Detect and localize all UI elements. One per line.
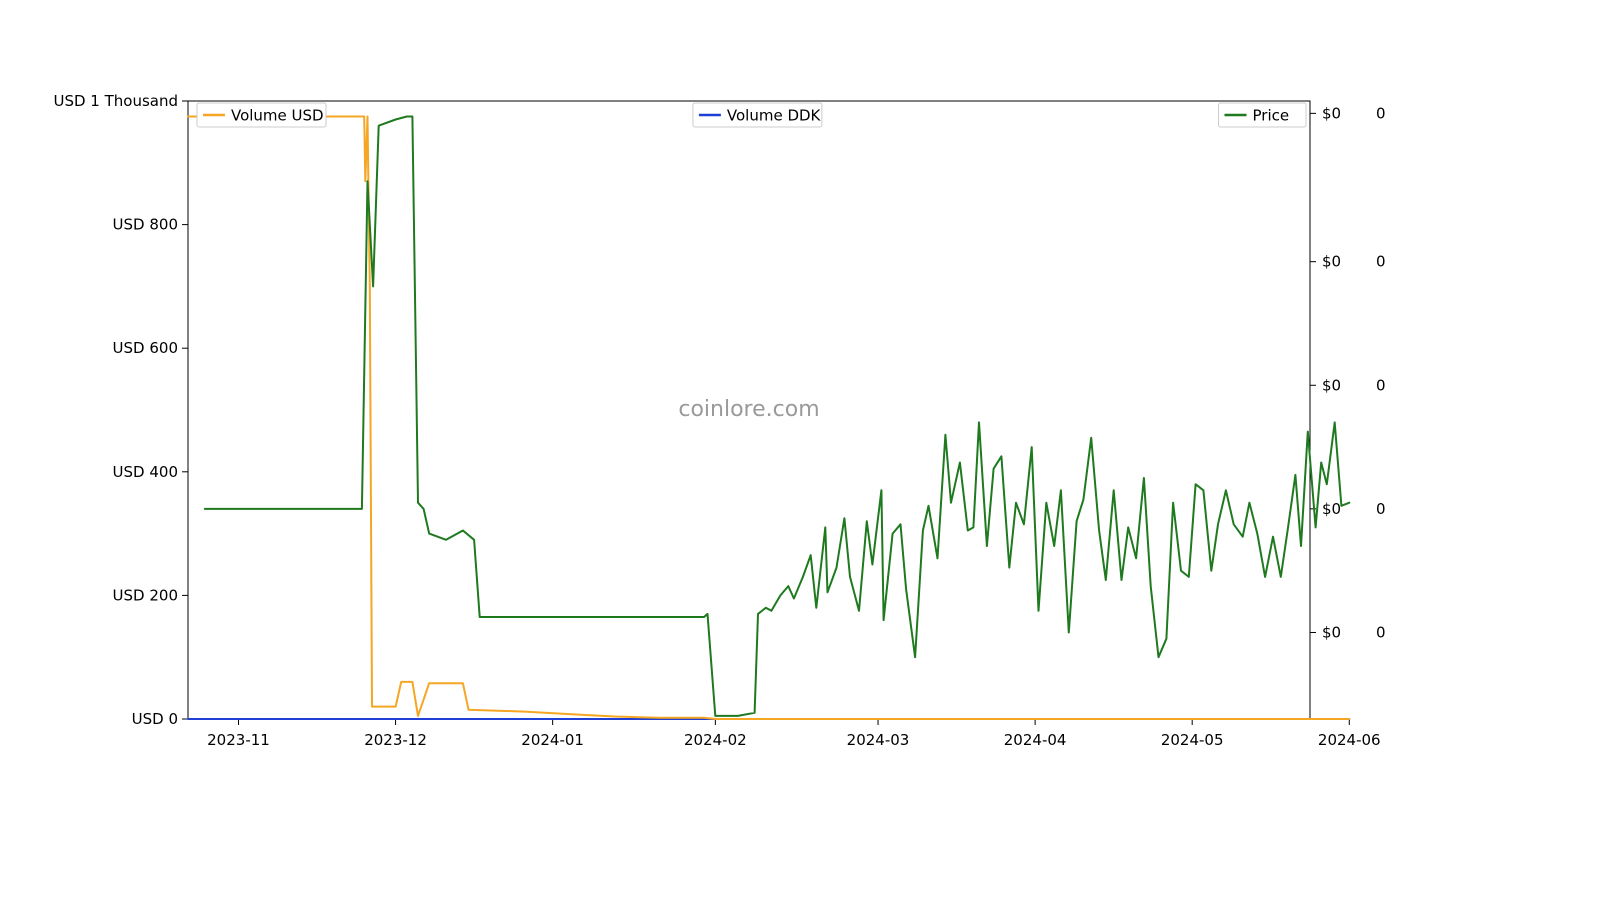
x-tick-label: 2024-06 bbox=[1318, 731, 1381, 749]
x-tick-label: 2023-11 bbox=[207, 731, 270, 749]
right2-tick-label: 0 bbox=[1376, 500, 1386, 518]
x-tick-label: 2024-05 bbox=[1161, 731, 1224, 749]
watermark: coinlore.com bbox=[678, 397, 819, 422]
legend-label-price: Price bbox=[1253, 107, 1290, 125]
chart-container: USD 0 USD 200 USD 400 USD 600 USD 800 USD 1 T… bbox=[0, 0, 1600, 900]
x-tick-label: 2024-01 bbox=[521, 731, 584, 749]
x-tick-label: 2024-03 bbox=[847, 731, 910, 749]
right1-tick-label: $0 bbox=[1322, 253, 1341, 271]
right2-tick-label: 0 bbox=[1376, 104, 1386, 122]
legend-label-volume_usd: Volume USD bbox=[231, 107, 324, 125]
left-tick-label: USD 1 Thousand bbox=[53, 92, 178, 110]
right2-tick-label: 0 bbox=[1376, 376, 1386, 394]
right1-tick-label: $0 bbox=[1322, 500, 1341, 518]
right1-tick-label: $0 bbox=[1322, 376, 1341, 394]
left-tick-label: USD 600 bbox=[113, 339, 178, 357]
x-tick-label: 2024-04 bbox=[1004, 731, 1067, 749]
x-tick-label: 2024-02 bbox=[684, 731, 747, 749]
left-tick-label: USD 800 bbox=[113, 216, 178, 234]
left-tick-label: USD 400 bbox=[113, 463, 178, 481]
x-tick-label: 2023-12 bbox=[364, 731, 427, 749]
legend-label-volume_ddk: Volume DDK bbox=[727, 107, 822, 125]
right2-tick-label: 0 bbox=[1376, 253, 1386, 271]
chart-svg: USD 0 USD 200 USD 400 USD 600 USD 800 USD 1 T… bbox=[0, 0, 1600, 900]
right2-tick-label: 0 bbox=[1376, 623, 1386, 641]
right1-tick-label: $0 bbox=[1322, 104, 1341, 122]
right1-tick-label: $0 bbox=[1322, 623, 1341, 641]
left-tick-label: USD 0 bbox=[132, 710, 178, 728]
left-tick-label: USD 200 bbox=[113, 586, 178, 604]
